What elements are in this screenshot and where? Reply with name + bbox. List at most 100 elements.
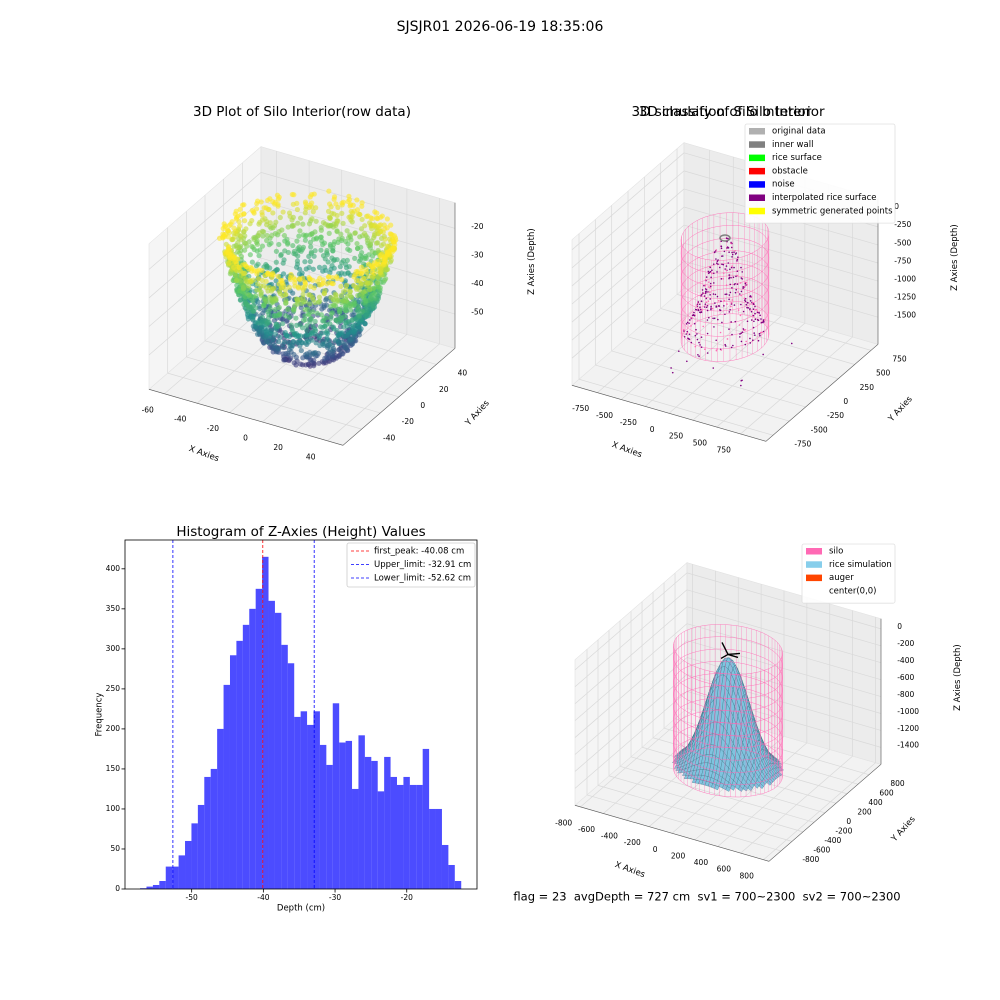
point [733, 304, 736, 306]
point [294, 206, 300, 213]
point [250, 298, 256, 304]
histogram-bar [236, 640, 243, 889]
histogram-bar [384, 756, 391, 889]
point [693, 311, 695, 314]
point [720, 300, 722, 303]
point [312, 326, 318, 332]
point [242, 233, 248, 239]
point [318, 247, 324, 253]
y-tick-label: 150 [106, 764, 121, 773]
point [307, 301, 313, 307]
point [347, 307, 354, 313]
point [316, 335, 322, 341]
point [265, 315, 272, 321]
x-tick-label: -50 [186, 893, 198, 902]
z-tick-label: -500 [894, 238, 911, 247]
point [339, 350, 345, 357]
x-tick-label: -40 [174, 415, 186, 424]
point [302, 284, 308, 290]
point [324, 328, 330, 334]
z-tick-label: -750 [894, 256, 911, 265]
point [746, 306, 748, 309]
x-tick-label: -250 [620, 418, 637, 427]
point [671, 371, 674, 374]
grid-line [186, 356, 381, 414]
point [738, 293, 741, 295]
point [730, 346, 733, 349]
point [328, 315, 334, 321]
point [360, 308, 366, 314]
point [242, 218, 248, 224]
point [309, 337, 315, 343]
y-tick-label: 0 [846, 817, 851, 826]
z-tick-label: -200 [897, 639, 914, 648]
point [351, 274, 357, 280]
point [709, 282, 712, 285]
point [737, 309, 740, 311]
grid-line [571, 152, 685, 251]
point [264, 338, 270, 345]
point [314, 310, 320, 316]
x-tick-label: 0 [653, 845, 658, 854]
legend-label: center(0,0) [829, 586, 877, 596]
z-axis-label: Z Axies (Depth) [527, 228, 537, 295]
x-axis-label: X Axies [613, 860, 646, 880]
point [289, 326, 295, 332]
y-tick-label: -40 [383, 433, 395, 442]
point [318, 225, 324, 231]
grid-line [574, 657, 688, 755]
point [246, 305, 252, 311]
point [296, 233, 302, 239]
histogram-bar [313, 711, 320, 889]
point [694, 345, 697, 348]
point [346, 264, 352, 270]
point [309, 230, 315, 237]
histogram-bar [178, 855, 186, 889]
point [343, 320, 349, 326]
point [690, 341, 693, 344]
point [364, 237, 370, 243]
point [742, 287, 744, 289]
point [729, 283, 732, 286]
point [345, 329, 351, 335]
point [276, 241, 282, 248]
point [710, 305, 712, 308]
point [720, 245, 723, 247]
point [741, 331, 744, 333]
point [233, 277, 240, 283]
point [276, 346, 282, 352]
point [291, 360, 297, 366]
point [717, 259, 719, 261]
point [372, 291, 378, 297]
y-tick-label: 0 [420, 401, 425, 410]
point [686, 360, 688, 363]
point [257, 305, 263, 312]
point [238, 233, 244, 239]
point [716, 271, 718, 273]
z-axis-label: Z Axies (Depth) [953, 644, 963, 711]
point [762, 319, 765, 321]
point [746, 301, 749, 304]
point [354, 308, 361, 314]
point [740, 332, 742, 334]
grid-line [676, 294, 872, 351]
rice-surface-patch [730, 784, 736, 791]
point [339, 210, 345, 216]
point [283, 297, 289, 303]
point [283, 291, 289, 297]
point [709, 266, 712, 269]
point [703, 284, 705, 287]
point [248, 264, 254, 271]
point [254, 241, 261, 247]
point [374, 215, 380, 221]
axis-line [765, 344, 879, 442]
legend-label: rice simulation [829, 560, 892, 570]
x-tick-label: 400 [694, 858, 709, 867]
point [717, 263, 719, 265]
grid-line [619, 765, 815, 823]
point [717, 318, 719, 321]
inner-wall-top [719, 234, 731, 242]
histogram-bar [429, 808, 436, 889]
point [335, 218, 341, 224]
z-tick-label: -40 [471, 279, 483, 288]
